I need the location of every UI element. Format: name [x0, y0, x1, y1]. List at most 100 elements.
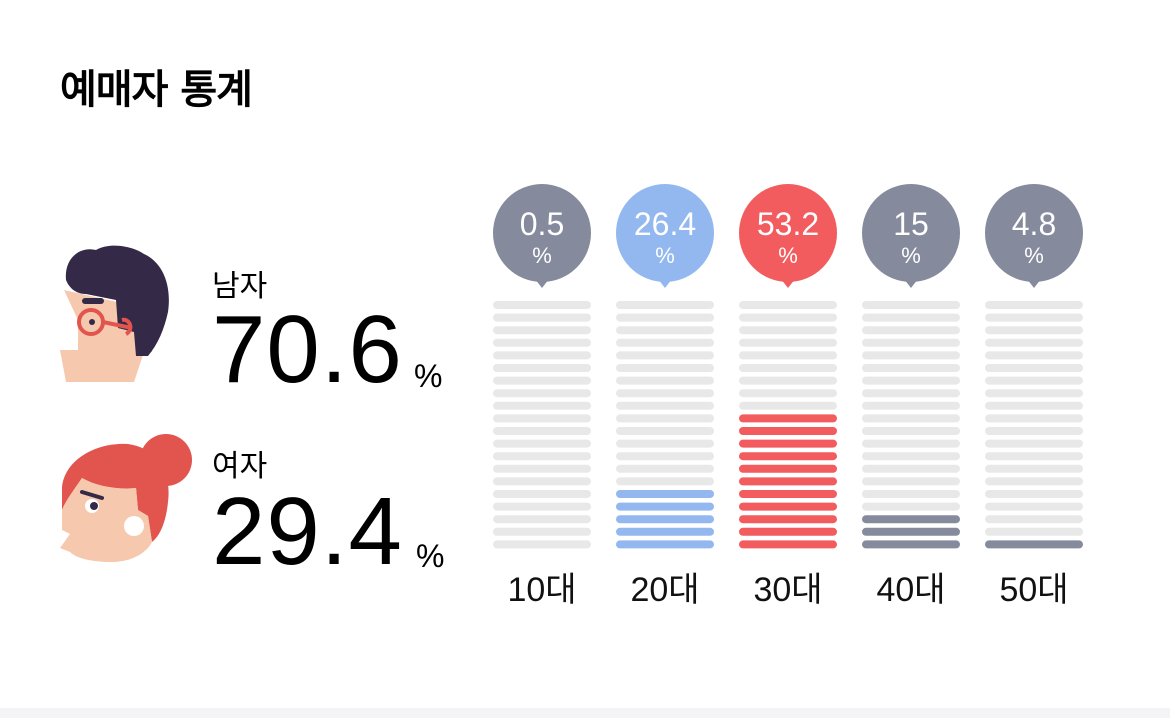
- bar-track-segment: [739, 364, 837, 372]
- bar-column: 26.4% 20대: [616, 184, 714, 609]
- bar-track-segment: [985, 364, 1083, 372]
- bar-fill-segment: [616, 502, 714, 511]
- value-bubble-pointer: [904, 279, 918, 288]
- data-label-unit: %: [901, 243, 921, 268]
- data-label-unit: %: [655, 243, 675, 268]
- bar-track-segment: [493, 313, 591, 322]
- bar-track-segment: [862, 452, 960, 461]
- bar-track-segment: [493, 401, 591, 410]
- bar-track-segment: [985, 427, 1083, 435]
- bar-track-segment: [985, 527, 1083, 536]
- x-tick-label: 50대: [999, 571, 1068, 609]
- bar-track-segment: [493, 326, 591, 335]
- bottom-divider: [0, 708, 1170, 718]
- x-tick-label: 10대: [507, 571, 576, 609]
- bar-track-segment: [616, 338, 714, 347]
- bar-track-segment: [616, 313, 714, 322]
- bar-track-segment: [616, 351, 714, 360]
- value-bubble: [616, 184, 714, 282]
- bar-track-segment: [616, 414, 714, 423]
- bar-track-segment: [493, 414, 591, 423]
- x-tick-label: 20대: [630, 571, 699, 609]
- bar-track-segment: [985, 313, 1083, 322]
- female-percentage: 29.4: [212, 478, 403, 585]
- bar-track-segment: [985, 414, 1083, 423]
- bar-track-segment: [739, 326, 837, 335]
- male-percentage: 70.6: [212, 296, 403, 403]
- bar-track-segment: [985, 490, 1083, 498]
- bar-track-segment: [493, 439, 591, 448]
- bar-track-segment: [493, 351, 591, 360]
- data-label-unit: %: [1024, 243, 1044, 268]
- bar-track-segment: [862, 427, 960, 435]
- bar-fill-segment: [985, 540, 1083, 549]
- male-avatar-icon: [60, 245, 169, 382]
- bar-track-segment: [616, 326, 714, 335]
- bar-track-segment: [985, 452, 1083, 461]
- bar-track-segment: [985, 326, 1083, 335]
- male-percent-unit: %: [414, 358, 443, 394]
- data-label-unit: %: [532, 243, 552, 268]
- value-bubble-pointer: [658, 279, 672, 288]
- bar-track-segment: [862, 490, 960, 498]
- bar-fill-segment: [739, 515, 837, 524]
- bar-track-segment: [862, 326, 960, 335]
- bar-track-segment: [862, 502, 960, 511]
- bar-fill-segment: [616, 527, 714, 536]
- bar-track-segment: [739, 301, 837, 309]
- bar-track-segment: [616, 427, 714, 435]
- bar-track-segment: [985, 389, 1083, 398]
- bar-track-segment: [616, 376, 714, 385]
- bar-track-segment: [616, 477, 714, 486]
- male-label: 남자: [212, 269, 268, 304]
- value-bubble: [862, 184, 960, 282]
- bar-fill-segment: [739, 527, 837, 536]
- bar-column: 4.8% 50대: [985, 184, 1083, 609]
- bar-track-segment: [862, 401, 960, 410]
- bar-track-segment: [862, 338, 960, 347]
- bar-fill-segment: [616, 515, 714, 524]
- bar-track-segment: [862, 439, 960, 448]
- bar-track-segment: [493, 490, 591, 498]
- bar-track-segment: [985, 515, 1083, 524]
- bar-track-segment: [493, 376, 591, 385]
- bar-track-segment: [739, 351, 837, 360]
- bar-track-segment: [985, 477, 1083, 486]
- data-label: 0.5: [520, 206, 564, 242]
- bar-fill-segment: [739, 477, 837, 486]
- bar-fill-segment: [616, 490, 714, 498]
- bar-track-segment: [862, 477, 960, 486]
- bar-fill-segment: [739, 540, 837, 549]
- female-avatar-icon: [60, 434, 192, 562]
- bar-track-segment: [616, 439, 714, 448]
- data-label: 53.2: [757, 206, 819, 242]
- bar-track-segment: [862, 301, 960, 309]
- bar-track-segment: [862, 389, 960, 398]
- bar-track-segment: [493, 515, 591, 524]
- bar-track-segment: [985, 439, 1083, 448]
- bar-track-segment: [493, 527, 591, 536]
- bar-track-segment: [862, 313, 960, 322]
- value-bubble-pointer: [535, 279, 549, 288]
- bar-track-segment: [739, 313, 837, 322]
- bar-track-segment: [616, 389, 714, 398]
- bar-track-segment: [493, 540, 591, 549]
- bar-track-segment: [985, 338, 1083, 347]
- data-label-unit: %: [778, 243, 798, 268]
- bar-track-segment: [985, 376, 1083, 385]
- bar-track-segment: [739, 401, 837, 410]
- value-bubble: [739, 184, 837, 282]
- bar-track-segment: [616, 301, 714, 309]
- bar-fill-segment: [616, 540, 714, 549]
- bar-fill-segment: [739, 427, 837, 435]
- female-label: 여자: [212, 449, 268, 484]
- data-label: 15: [893, 206, 929, 242]
- bar-fill-segment: [739, 414, 837, 423]
- bar-fill-segment: [862, 515, 960, 524]
- age-distribution-chart: 0.5% 10대 26.4% 20대 53.2% 30대 15% 40대 4.8% 50대: [493, 184, 1083, 609]
- x-tick-label: 30대: [753, 571, 822, 609]
- bar-fill-segment: [739, 452, 837, 461]
- bar-track-segment: [493, 427, 591, 435]
- bar-track-segment: [493, 389, 591, 398]
- bar-track-segment: [862, 414, 960, 423]
